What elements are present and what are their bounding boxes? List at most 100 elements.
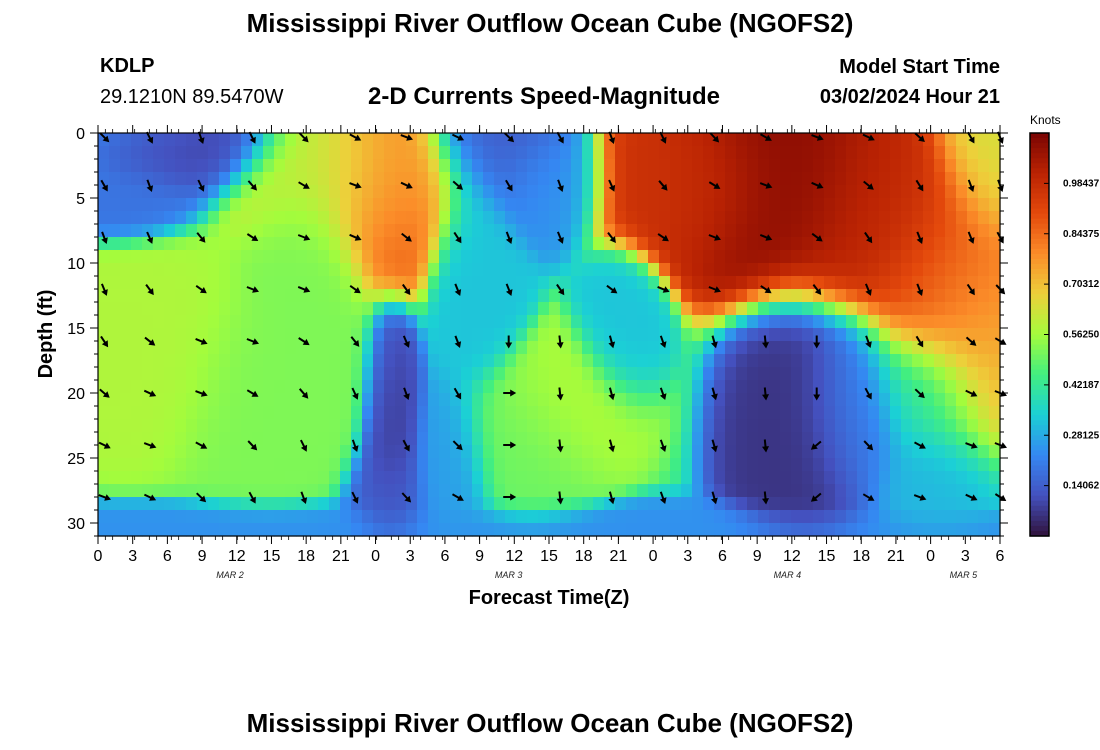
heatmap-cell <box>901 432 913 446</box>
heatmap-cell <box>186 523 198 537</box>
heatmap-cell <box>241 276 253 290</box>
x-tick-label: 0 <box>94 548 103 565</box>
heatmap-cell <box>692 380 704 394</box>
heatmap-cell <box>142 146 154 160</box>
heatmap-cell <box>406 315 418 329</box>
heatmap-cell <box>549 419 561 433</box>
heatmap-cell <box>428 471 440 485</box>
heatmap-cell <box>934 133 946 147</box>
heatmap-cell <box>967 458 979 472</box>
heatmap-cell <box>846 276 858 290</box>
heatmap-cell <box>197 289 209 303</box>
heatmap-cell <box>417 250 429 264</box>
heatmap-cell <box>153 237 165 251</box>
heatmap-cell <box>978 341 990 355</box>
heatmap-cell <box>967 497 979 511</box>
heatmap-cell <box>197 211 209 225</box>
heatmap-cell <box>241 380 253 394</box>
heatmap-cell <box>373 497 385 511</box>
heatmap-cell <box>923 445 935 459</box>
heatmap-cell <box>692 393 704 407</box>
heatmap-cell <box>560 224 572 238</box>
x-tick-label: 12 <box>228 548 246 565</box>
heatmap-cell <box>120 237 132 251</box>
heatmap-cell <box>252 172 264 186</box>
heatmap-cell <box>670 419 682 433</box>
heatmap-cell <box>296 380 308 394</box>
heatmap-cell <box>901 172 913 186</box>
heatmap-cell <box>846 380 858 394</box>
heatmap-cell <box>439 341 451 355</box>
heatmap-cell <box>703 289 715 303</box>
heatmap-cell <box>120 289 132 303</box>
heatmap-cell <box>945 315 957 329</box>
heatmap-cell <box>648 497 660 511</box>
heatmap-cell <box>131 510 143 524</box>
heatmap-cell <box>857 198 869 212</box>
heatmap-cell <box>802 263 814 277</box>
heatmap-cell <box>164 302 176 316</box>
model-start-label: Model Start Time <box>839 56 1000 78</box>
heatmap-cell <box>791 263 803 277</box>
heatmap-cell <box>626 445 638 459</box>
heatmap-cell <box>186 315 198 329</box>
heatmap-cell <box>582 289 594 303</box>
heatmap-cell <box>791 211 803 225</box>
x-tick-label: 3 <box>961 548 970 565</box>
heatmap-cell <box>879 484 891 498</box>
heatmap-cell <box>934 484 946 498</box>
heatmap-cell <box>769 185 781 199</box>
heatmap-cell <box>758 159 770 173</box>
heatmap-cell <box>164 289 176 303</box>
heatmap-cell <box>241 172 253 186</box>
heatmap-cell <box>395 237 407 251</box>
heatmap-cell <box>461 354 473 368</box>
date-label: MAR 4 <box>774 570 802 580</box>
heatmap-cell <box>560 328 572 342</box>
heatmap-cell <box>164 315 176 329</box>
heatmap-cell <box>318 406 330 420</box>
heatmap-cell <box>890 289 902 303</box>
heatmap-cell <box>340 406 352 420</box>
heatmap-cell <box>472 250 484 264</box>
heatmap-cell <box>802 458 814 472</box>
heatmap-cell <box>318 341 330 355</box>
heatmap-cell <box>978 406 990 420</box>
heatmap-cell <box>780 445 792 459</box>
heatmap-cell <box>604 380 616 394</box>
colorbar-segment <box>1030 274 1049 280</box>
heatmap-cell <box>527 133 539 147</box>
heatmap-cell <box>846 354 858 368</box>
heatmap-cell <box>857 380 869 394</box>
heatmap-cell <box>593 263 605 277</box>
heatmap-cell <box>736 211 748 225</box>
heatmap-cell <box>164 198 176 212</box>
heatmap-cell <box>164 237 176 251</box>
heatmap-cell <box>483 367 495 381</box>
heatmap-cell <box>604 367 616 381</box>
heatmap-cell <box>857 393 869 407</box>
heatmap-cell <box>186 328 198 342</box>
heatmap-cell <box>593 185 605 199</box>
current-arrow <box>248 491 256 504</box>
heatmap-cell <box>560 133 572 147</box>
heatmap-cell <box>527 445 539 459</box>
heatmap-cell <box>549 133 561 147</box>
current-arrow <box>658 180 668 191</box>
heatmap-cell <box>846 523 858 537</box>
heatmap-cell <box>582 523 594 537</box>
heatmap-cell <box>868 341 880 355</box>
heatmap-cell <box>208 250 220 264</box>
heatmap-cell <box>549 237 561 251</box>
heatmap-cell <box>351 315 363 329</box>
heatmap-cell <box>505 458 517 472</box>
heatmap-cell <box>626 276 638 290</box>
heatmap-cell <box>384 224 396 238</box>
heatmap-cell <box>494 523 506 537</box>
heatmap-cell <box>241 250 253 264</box>
heatmap-cell <box>780 224 792 238</box>
heatmap-cell <box>373 146 385 160</box>
heatmap-cell <box>208 484 220 498</box>
current-arrow <box>863 180 874 190</box>
heatmap-cell <box>901 328 913 342</box>
